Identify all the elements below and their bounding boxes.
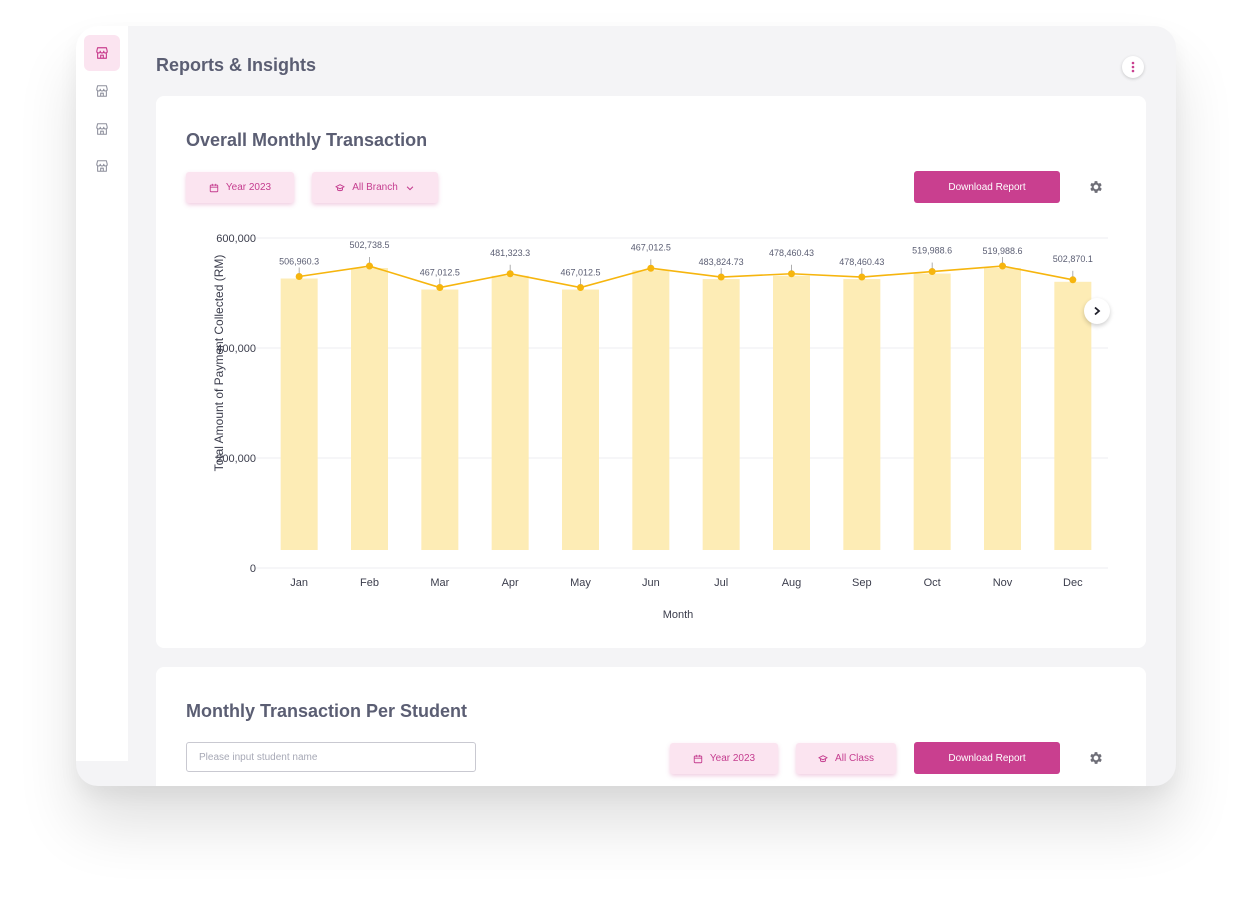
kebab-menu-icon [1131,61,1135,73]
gear-icon[interactable] [1088,750,1104,766]
gear-icon[interactable] [1088,179,1104,195]
data-label: 481,323.3 [490,248,530,258]
x-tick-label: Oct [924,577,941,589]
graduation-cap-icon [818,754,828,762]
sidebar-item-3[interactable] [84,111,120,147]
line-point [1069,276,1077,284]
x-axis-label: Month [663,609,694,621]
branch-filter-dropdown[interactable]: All Branch [312,172,438,203]
line-point [999,262,1006,270]
calendar-icon [693,754,703,763]
sidebar-item-2[interactable] [84,73,120,109]
year-filter-button[interactable]: Year 2023 [186,172,294,203]
student-search-input[interactable] [186,742,476,772]
data-label: 502,870.1 [1053,254,1093,264]
download-report-button[interactable]: Download Report [914,742,1060,774]
per-student-card: Monthly Transaction Per Student Year 202… [156,667,1146,786]
class-filter-button[interactable]: All Class [796,743,896,774]
store-icon [96,123,108,135]
x-tick-label: Aug [782,577,802,589]
line-point [295,273,303,280]
x-tick-label: Nov [993,577,1013,589]
chevron-right-icon [1094,306,1101,316]
bar [562,289,599,550]
bar [491,275,529,550]
x-tick-label: Dec [1063,577,1083,589]
class-filter-label: All Class [835,753,874,764]
year-filter-label: Year 2023 [225,182,272,193]
page-title: Reports & Insights [156,55,317,75]
x-tick-label: Sep [852,577,872,589]
sidebar [76,26,128,761]
bar [351,268,388,550]
line-point [788,270,795,278]
download-report-button[interactable]: Download Report [914,171,1060,203]
monthly-transaction-chart: 600,000 400,000 200,000 0 Total Amount of Pa… [212,233,1108,621]
bar [913,273,951,550]
x-tick-label: Mar [430,577,449,589]
bar [1054,281,1092,550]
store-icon [96,160,108,172]
line-point [717,273,725,281]
x-tick-label: Jul [714,577,728,589]
bar [702,279,740,550]
data-label: 478,460.43 [769,248,814,258]
line-point [577,284,584,291]
line-point [858,273,866,281]
card-title: Overall Monthly Transaction [186,130,428,150]
year-filter-label: Year 2023 [709,753,756,764]
sidebar-item-reports[interactable] [84,35,120,71]
y-axis-label: Total Amount of Payment Collected (RM) [212,255,226,472]
branch-filter-label: All Branch [352,182,398,193]
year-filter-button[interactable]: Year 2023 [670,743,778,774]
sidebar-item-4[interactable] [84,148,120,184]
bar [773,275,810,550]
data-label: 467,012.5 [631,242,671,252]
y-tick-label: 0 [250,563,256,575]
overall-monthly-card: Overall Monthly Transaction Year 2023 Al… [156,96,1146,648]
bar [421,289,459,550]
x-tick-label: Apr [502,577,519,589]
x-tick-label: Jun [642,577,660,589]
bar [280,278,318,550]
bar [632,270,670,550]
series-line [299,265,1073,289]
data-label: 519,988.6 [912,246,952,256]
chart-next-button[interactable] [1084,298,1110,324]
chevron-down-icon [406,185,414,190]
bar [984,268,1021,550]
data-label: 519,988.6 [982,246,1022,256]
calendar-icon [209,183,219,192]
card-title: Monthly Transaction Per Student [186,701,468,721]
data-label: 483,824.73 [699,257,744,267]
x-tick-label: Feb [360,577,379,589]
data-label: 478,460.43 [839,257,884,267]
app-window: Reports & Insights Overall Monthly Trans… [76,26,1176,786]
line-point [506,270,514,278]
line-point [647,264,655,272]
line-point [366,262,373,270]
y-tick-label: 400,000 [216,343,256,355]
data-label: 467,012.5 [560,268,600,278]
more-options-button[interactable] [1122,56,1144,78]
x-tick-label: May [570,577,591,589]
data-label: 506,960.3 [279,257,319,267]
line-point [436,284,444,291]
graduation-cap-icon [335,183,345,191]
y-tick-label: 200,000 [216,453,256,465]
line-point [928,268,936,276]
store-icon [96,85,108,97]
bar [843,279,881,550]
store-icon [96,47,108,59]
data-label: 502,738.5 [349,240,389,250]
data-label: 467,012.5 [420,268,460,278]
x-tick-label: Jan [290,577,308,589]
y-tick-label: 600,000 [216,233,256,245]
